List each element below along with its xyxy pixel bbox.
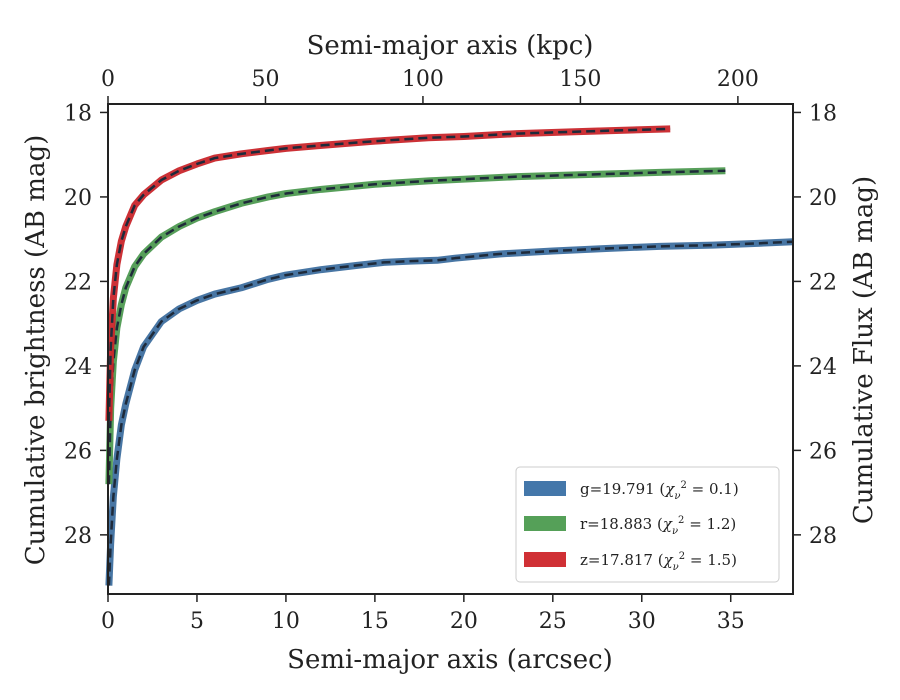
y-tick-label-right: 22	[809, 270, 837, 295]
y-tick-label-right: 28	[809, 524, 837, 549]
legend-label-r: r=18.883 (χν2 = 1.2)	[580, 515, 736, 537]
x-tick-label-top: 200	[717, 67, 759, 92]
y-tick-label-left: 22	[64, 270, 92, 295]
y-tick-label-right: 24	[809, 355, 837, 380]
y-tick-label-left: 26	[64, 439, 92, 464]
x-tick-label-bottom: 30	[628, 609, 656, 634]
axis-ticks: 0 5 10 15 20 25 30 35 0 50 100 150 200 18 18 20 20 22 22 24…	[64, 67, 837, 634]
x-tick-label-bottom: 20	[450, 609, 478, 634]
legend: g=19.791 (χν2 = 0.1) r=18.883 (χν2 = 1.2…	[515, 466, 780, 583]
x-tick-label-top: 0	[101, 67, 115, 92]
y-tick-label-left: 28	[64, 524, 92, 549]
y-tick-label-right: 26	[809, 439, 837, 464]
x-tick-label-bottom: 35	[717, 609, 745, 634]
x-tick-label-bottom: 10	[272, 609, 300, 634]
legend-label-g: g=19.791 (χν2 = 0.1)	[580, 480, 739, 502]
series-model-line-g	[107, 240, 794, 586]
y-tick-label-left: 24	[64, 355, 92, 380]
legend-box	[515, 466, 780, 583]
y-tick-label-left: 20	[64, 186, 92, 211]
x-tick-label-bottom: 0	[101, 609, 115, 634]
legend-swatch-g	[524, 481, 566, 496]
data-series	[105, 125, 794, 586]
series-model-line-r	[107, 169, 726, 485]
x-tick-label-top: 100	[402, 67, 444, 92]
x-tick-label-bottom: 5	[190, 609, 204, 634]
series-band-r	[105, 167, 726, 485]
legend-swatch-z	[524, 552, 566, 567]
y-axis-label-right: Cumulative Flux (AB mag)	[849, 176, 879, 524]
legend-label-z: z=17.817 (χν2 = 1.5)	[580, 551, 737, 573]
plot-frame	[107, 103, 794, 595]
legend-swatch-r	[524, 516, 566, 531]
series-model-line-z	[107, 127, 671, 421]
y-tick-label-right: 20	[809, 186, 837, 211]
y-tick-label-left: 18	[64, 101, 92, 126]
x-tick-label-top: 50	[251, 67, 279, 92]
x-tick-label-bottom: 15	[361, 609, 389, 634]
y-tick-label-right: 18	[809, 101, 837, 126]
x-axis-label-top: Semi-major axis (kpc)	[307, 31, 594, 61]
x-tick-label-top: 150	[559, 67, 601, 92]
x-tick-label-bottom: 25	[539, 609, 567, 634]
x-axis-label-bottom: Semi-major axis (arcsec)	[287, 645, 613, 675]
y-axis-label-left: Cumulative brightness (AB mag)	[21, 135, 51, 566]
